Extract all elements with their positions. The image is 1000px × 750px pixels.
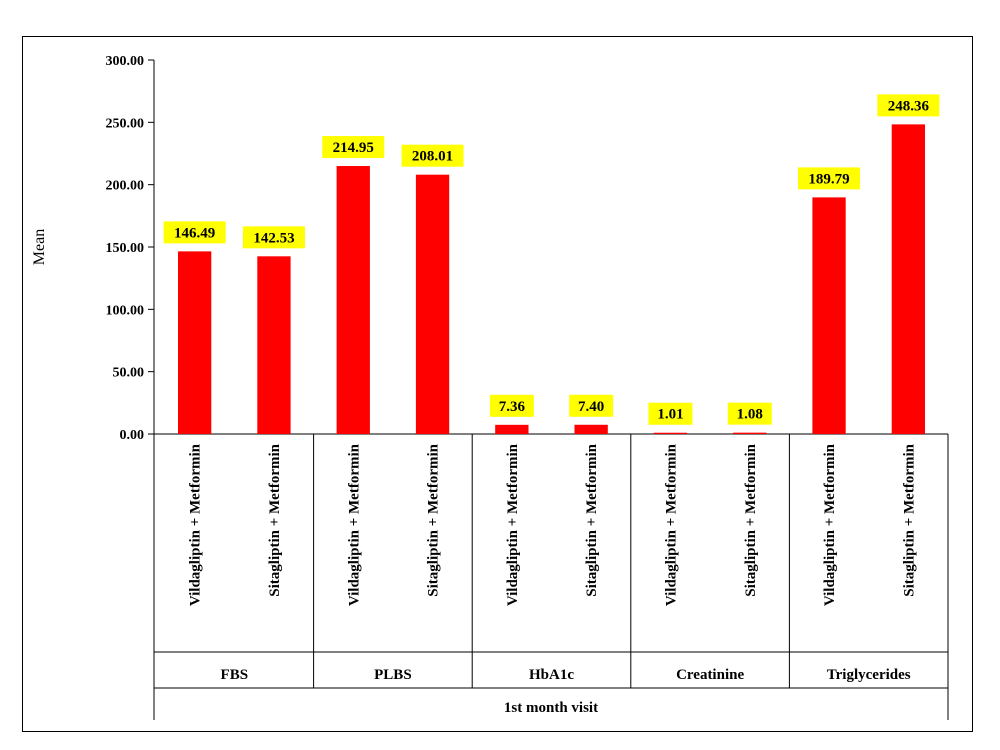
data-label-bg [322,136,385,159]
data-label: 189.79 [808,171,849,187]
data-label-bg [877,94,940,117]
data-label-bg [727,402,772,425]
category-label: Sitagliptin + Metformin [901,443,917,596]
group-label: FBS [221,667,249,683]
bar [653,432,688,434]
category-label: Vildagliptin + Metformin [346,443,362,606]
data-label: 1.01 [657,407,683,423]
data-label: 248.36 [888,98,930,114]
group-label: Creatinine [676,667,744,683]
data-label: 208.01 [412,149,453,165]
bar [495,424,529,434]
data-label-bg [401,144,464,167]
category-label: Vildagliptin + Metformin [822,443,838,606]
data-label: 214.95 [333,140,374,156]
y-tick-label: 0.00 [120,428,145,443]
data-label-bg [798,167,861,190]
y-tick-label: 250.00 [106,116,145,131]
group-label: HbA1c [529,667,574,683]
category-label: Sitagliptin + Metformin [584,443,600,596]
data-label-bg [569,394,614,417]
data-label: 7.36 [499,399,526,415]
bar [415,174,450,435]
bar [891,124,926,434]
data-label-bg [648,402,693,425]
category-label: Vildagliptin + Metformin [663,443,679,606]
y-tick-label: 200.00 [106,179,145,194]
bar [812,197,846,434]
data-label: 142.53 [253,230,294,246]
bar [733,432,767,434]
data-label: 7.40 [578,399,604,415]
data-label-bg [242,226,305,249]
data-label: 146.49 [174,225,215,241]
data-label-bg [489,394,534,417]
category-label: Sitagliptin + Metformin [426,443,442,596]
x-axis-title: 1st month visit [504,700,598,716]
category-label: Sitagliptin + Metformin [267,443,283,596]
y-tick-label: 150.00 [106,241,145,256]
bar [177,251,212,434]
bar [574,424,608,434]
group-label: Triglycerides [827,667,911,683]
y-tick-label: 50.00 [113,366,145,381]
y-axis-title: Mean [31,229,48,265]
bar [336,166,370,435]
data-label-bg [163,221,226,244]
category-label: Vildagliptin + Metformin [188,443,204,606]
group-label: PLBS [374,667,412,683]
y-tick-label: 100.00 [106,303,145,318]
y-tick-label: 300.00 [106,54,145,69]
bar [257,256,291,434]
category-label: Sitagliptin + Metformin [743,443,759,596]
data-label: 1.08 [737,407,763,423]
category-label: Vildagliptin + Metformin [505,443,521,606]
